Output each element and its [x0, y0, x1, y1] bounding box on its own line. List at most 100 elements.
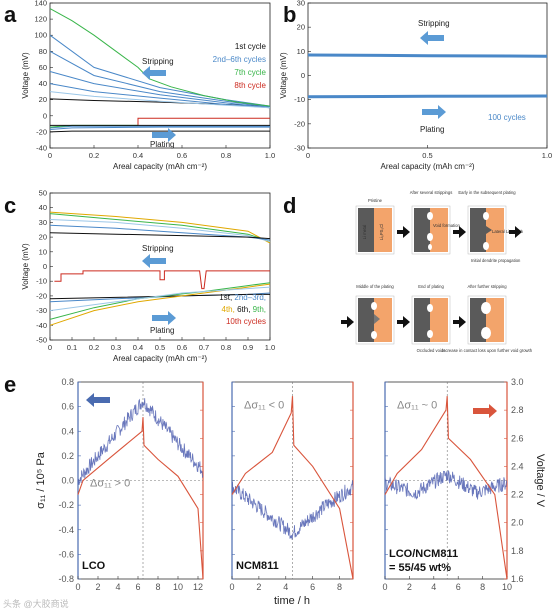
- stripping-arrow-icon: [420, 31, 444, 45]
- panel-label-d: d: [283, 193, 296, 218]
- stress-trace: [231, 480, 354, 540]
- y-tick-label: 80: [39, 47, 47, 56]
- legend-entry: 10th cycles: [226, 317, 266, 326]
- x-axis-label: time / h: [274, 595, 310, 607]
- y-tick-label: -40: [36, 321, 47, 330]
- y-axis-label: Voltage (mV): [21, 52, 30, 99]
- y-tick-label: -50: [36, 336, 47, 345]
- y-tick-label: -20: [36, 291, 47, 300]
- plot-frame: [49, 2, 271, 149]
- series-line-4: [49, 232, 271, 240]
- x-tick-label: 10: [502, 582, 512, 592]
- series-line-1: [307, 94, 548, 99]
- y-left-tick-label: 0.2: [61, 451, 74, 461]
- legend-entry: 6th,: [237, 305, 253, 314]
- series-line-1: [49, 34, 271, 107]
- legend-entry-3: 8th cycle: [234, 81, 266, 90]
- plating-label: Plating: [150, 326, 174, 335]
- x-tick-label: 4: [283, 582, 288, 592]
- series-line-2: [49, 219, 271, 242]
- plating-label: Plating: [420, 125, 444, 134]
- series-line-0: [49, 211, 271, 244]
- series-line-10: [49, 125, 270, 129]
- x-tick-label: 0.4: [133, 151, 143, 160]
- y-left-tick-label: 0.0: [61, 476, 74, 486]
- y-left-tick-label: 0.6: [61, 402, 74, 412]
- series-line-0: [307, 53, 548, 58]
- x-tick-label: 0: [306, 151, 310, 160]
- x-tick-label: 0.5: [155, 343, 165, 352]
- arrow-right-icon: [453, 226, 466, 238]
- arrow-right-icon: [341, 316, 354, 328]
- y-right-axis-label: Voltage / V: [534, 454, 546, 508]
- chart-c: -50 -40 -30 -20 -10 0 10 20 30 40 50 0 0.1 0.2 0.3 0.4 0…: [21, 189, 275, 364]
- x-tick-label: 8: [337, 582, 342, 592]
- x-tick-label: 4: [115, 582, 120, 592]
- chart-e: -0.8 -0.6 -0.4 -0.2 0.0 0.2 0.4 0.6 0.8 σ₁₁ / 10⁵…: [35, 377, 546, 607]
- stripping-label: Stripping: [142, 244, 174, 253]
- series-line-7: [137, 117, 270, 126]
- plating-arrow-icon: [422, 105, 446, 119]
- y-tick-label: 30: [297, 0, 305, 8]
- y-tick-label: 0: [301, 71, 305, 80]
- x-tick-label: 0: [48, 151, 52, 160]
- schematic-step-2: After several strippings Void formation: [410, 190, 460, 255]
- y-right-tick-label: 2.8: [511, 405, 524, 415]
- legend-entry-2: 7th cycle: [234, 68, 266, 77]
- legend-line-2: 10th cycles: [226, 317, 266, 326]
- y-tick-label: 10: [39, 247, 47, 256]
- y-tick-label: 40: [39, 79, 47, 88]
- series-line-8: [49, 130, 270, 133]
- y-tick-label: -10: [294, 95, 305, 104]
- y-tick-label: -10: [36, 277, 47, 286]
- legend-entry: 9th,: [253, 305, 266, 314]
- electrolyte-layer: [374, 208, 392, 252]
- y-left-axis-label: σ₁₁ / 10⁵ Pa: [35, 451, 47, 509]
- y-axis-label: Voltage (mV): [279, 52, 288, 99]
- schematic-step-5: End of plating Occluded voids: [411, 284, 451, 353]
- x-tick-label: 8: [480, 582, 485, 592]
- delta-sigma-label: Δσ₁₁ < 0: [244, 400, 284, 412]
- chart-a: -40 -20 0 20 40 60 80 100 120 140 0 0.2 0.4 0.6 0.8 1.0…: [21, 0, 275, 171]
- x-tick-label: 1.0: [265, 343, 275, 352]
- stress-axis-arrow-icon: [86, 393, 110, 407]
- y-tick-label: 0: [43, 262, 47, 271]
- cycles-label: 100 cycles: [488, 113, 526, 122]
- legend-line-1: 4th, 6th, 9th,: [222, 305, 267, 314]
- panel-label-e: e: [4, 372, 16, 397]
- x-tick-label: 4: [431, 582, 436, 592]
- y-tick-label: 0: [43, 111, 47, 120]
- y-tick-label: 20: [39, 233, 47, 242]
- series-line-4: [49, 83, 271, 109]
- x-tick-label: 1.0: [542, 151, 552, 160]
- sample-ratio-label: = 55/45 wt%: [389, 562, 451, 574]
- y-tick-label: 100: [34, 31, 47, 40]
- x-tick-label: 0.2: [89, 343, 99, 352]
- arrow-right-icon: [509, 226, 522, 238]
- schematic-d: Pristine Li metal Li₆PS₅Cl After several…: [341, 190, 533, 353]
- schematic-step-4: Middle of the plating: [355, 284, 394, 345]
- y-tick-label: -30: [36, 306, 47, 315]
- stress-panel-1: 0 2 4 6 8 Δσ₁₁ < 0 NCM811: [229, 381, 354, 592]
- series-line-5: [49, 91, 271, 109]
- delta-sigma-label: Δσ₁₁ ~ 0: [397, 400, 437, 412]
- y-tick-label: 40: [39, 203, 47, 212]
- y-right-tick-label: 2.2: [511, 490, 524, 500]
- x-tick-label: 0: [229, 582, 234, 592]
- y-right-tick-label: 2.6: [511, 433, 524, 443]
- sample-label: NCM811: [236, 560, 279, 572]
- panel-label-a: a: [4, 2, 17, 27]
- step-4-title: Middle of the plating: [356, 284, 394, 289]
- x-tick-label: 0: [75, 582, 80, 592]
- y-left-tick-label: -0.6: [58, 549, 74, 559]
- schematic-step-1: Pristine Li metal Li₆PS₅Cl: [355, 198, 395, 255]
- step-1-title: Pristine: [368, 198, 383, 203]
- y-right-tick-label: 1.6: [511, 574, 524, 584]
- x-tick-label: 0.5: [422, 151, 432, 160]
- void-shape: [427, 212, 433, 220]
- series-line-2: [49, 50, 271, 108]
- series-line-8: [49, 282, 271, 320]
- x-tick-label: 0.2: [89, 151, 99, 160]
- y-right-tick-label: 2.4: [511, 461, 524, 471]
